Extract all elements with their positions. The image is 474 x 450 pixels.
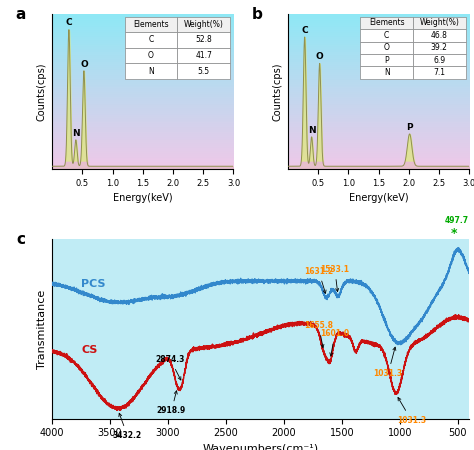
Y-axis label: Transmittance: Transmittance bbox=[36, 289, 46, 369]
Text: PCS: PCS bbox=[81, 279, 106, 289]
Text: 1601.0: 1601.0 bbox=[320, 329, 349, 356]
X-axis label: Energy(keV): Energy(keV) bbox=[349, 194, 409, 203]
Text: b: b bbox=[252, 7, 263, 22]
Text: O: O bbox=[80, 59, 88, 68]
Text: 1031.3: 1031.3 bbox=[397, 397, 426, 424]
Text: a: a bbox=[16, 7, 26, 22]
Y-axis label: Counts(cps): Counts(cps) bbox=[273, 62, 283, 121]
Text: 1533.1: 1533.1 bbox=[320, 265, 349, 292]
Text: c: c bbox=[17, 232, 26, 248]
Text: N: N bbox=[308, 126, 315, 135]
X-axis label: Wavenumbers(cm⁻¹): Wavenumbers(cm⁻¹) bbox=[203, 444, 319, 450]
Text: *: * bbox=[451, 227, 457, 240]
Text: C: C bbox=[301, 26, 308, 35]
X-axis label: Energy(keV): Energy(keV) bbox=[113, 194, 173, 203]
Text: 2918.9: 2918.9 bbox=[157, 391, 186, 415]
Text: 3432.2: 3432.2 bbox=[113, 413, 142, 440]
Y-axis label: Counts(cps): Counts(cps) bbox=[36, 62, 46, 121]
Text: 497.7: 497.7 bbox=[445, 216, 469, 225]
Text: O: O bbox=[316, 52, 324, 61]
Text: P: P bbox=[406, 123, 413, 132]
Text: 1655.8: 1655.8 bbox=[304, 321, 333, 347]
Text: 2874.3: 2874.3 bbox=[155, 355, 185, 380]
Text: N: N bbox=[72, 129, 80, 138]
Text: 1031.3: 1031.3 bbox=[374, 347, 403, 378]
Text: CS: CS bbox=[81, 345, 98, 355]
Text: C: C bbox=[65, 18, 72, 27]
Text: 1631.2: 1631.2 bbox=[304, 266, 333, 293]
